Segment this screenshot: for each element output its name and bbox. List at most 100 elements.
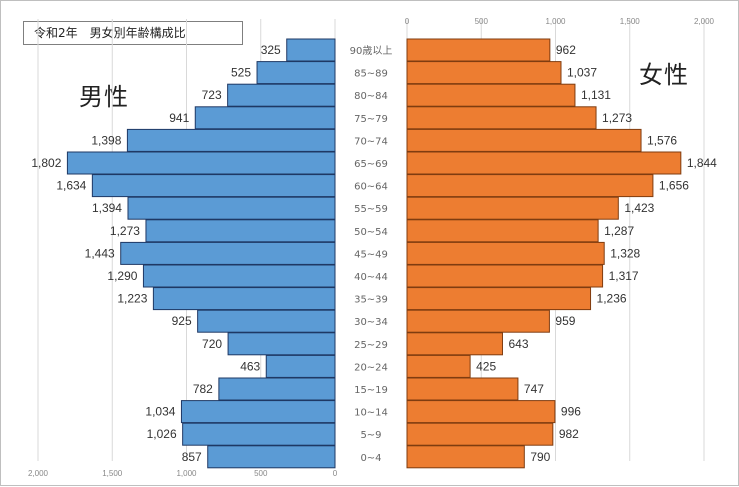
female-value-label: 1,236 — [597, 292, 627, 306]
female-tick-label: 1,000 — [545, 17, 566, 26]
female-bar — [406, 106, 597, 130]
female-label: 女性 — [639, 61, 689, 89]
male-value-label: 941 — [169, 111, 189, 125]
female-bar — [406, 219, 599, 243]
female-bar — [406, 83, 576, 107]
male-tick-label: 500 — [254, 469, 268, 478]
female-bar — [406, 422, 554, 446]
male-bar — [145, 219, 336, 243]
female-bar — [406, 377, 519, 401]
female-bar — [406, 445, 525, 469]
male-bar — [126, 128, 336, 152]
male-value-label: 463 — [240, 359, 260, 373]
chart-title: 令和2年 男女別年齢構成比 — [23, 21, 243, 45]
age-group-label: 15~19 — [354, 385, 388, 396]
female-tick-label: 2,000 — [694, 17, 715, 26]
male-value-label: 1,394 — [92, 201, 122, 215]
male-value-label: 525 — [231, 66, 251, 80]
male-bar — [152, 287, 336, 311]
female-bar — [406, 309, 550, 333]
female-value-label: 959 — [555, 314, 575, 328]
female-value-label: 747 — [524, 382, 544, 396]
male-bar — [227, 332, 336, 356]
female-value-label: 643 — [508, 337, 528, 351]
age-group-label: 30~34 — [354, 317, 388, 328]
female-value-label: 982 — [559, 427, 579, 441]
male-tick-label: 1,000 — [176, 469, 197, 478]
female-bar — [406, 38, 551, 62]
female-value-label: 1,656 — [659, 179, 689, 193]
female-value-label: 1,273 — [602, 111, 632, 125]
female-tick-label: 500 — [475, 17, 489, 26]
age-group-label: 20~24 — [354, 362, 388, 373]
female-value-label: 962 — [556, 43, 576, 57]
male-bar — [91, 174, 336, 198]
male-bar — [227, 83, 336, 107]
male-value-label: 1,223 — [117, 292, 147, 306]
female-bar — [406, 128, 642, 152]
female-bar — [406, 287, 592, 311]
male-bar — [142, 264, 336, 288]
age-group-label: 65~69 — [354, 159, 388, 170]
male-bar — [120, 241, 336, 265]
male-value-label: 925 — [172, 314, 192, 328]
female-value-label: 1,844 — [687, 156, 717, 170]
male-value-label: 1,273 — [110, 224, 140, 238]
male-tick-label: 1,500 — [102, 469, 123, 478]
female-tick-label: 0 — [405, 17, 410, 26]
male-bar — [256, 61, 336, 85]
age-group-label: 25~29 — [354, 340, 388, 351]
female-value-label: 1,317 — [609, 269, 639, 283]
male-value-label: 720 — [202, 337, 222, 351]
female-bar — [406, 354, 471, 378]
age-group-label: 75~79 — [354, 114, 388, 125]
male-tick-label: 2,000 — [28, 469, 49, 478]
age-group-label: 0~4 — [360, 453, 381, 464]
female-value-label: 1,037 — [567, 66, 597, 80]
male-bar — [197, 309, 336, 333]
male-bar — [182, 422, 336, 446]
female-value-label: 1,328 — [610, 246, 640, 260]
male-value-label: 1,290 — [107, 269, 137, 283]
female-bar — [406, 400, 556, 424]
male-value-label: 857 — [182, 450, 202, 464]
male-bar — [286, 38, 336, 62]
age-group-label: 85~89 — [354, 69, 388, 80]
female-bar — [406, 151, 682, 175]
male-bar — [194, 106, 336, 130]
male-value-label: 1,443 — [85, 246, 115, 260]
female-value-label: 1,287 — [604, 224, 634, 238]
female-bar — [406, 196, 619, 220]
female-bar — [406, 61, 562, 85]
male-value-label: 1,802 — [31, 156, 61, 170]
female-value-label: 1,423 — [624, 201, 654, 215]
male-value-label: 782 — [193, 382, 213, 396]
male-bar — [218, 377, 336, 401]
age-group-label: 70~74 — [354, 136, 388, 147]
female-value-label: 1,576 — [647, 133, 677, 147]
age-group-label: 60~64 — [354, 182, 388, 193]
male-value-label: 1,398 — [91, 133, 121, 147]
male-value-label: 1,034 — [145, 405, 175, 419]
female-bar — [406, 174, 654, 198]
age-group-label: 45~49 — [354, 249, 388, 260]
female-value-label: 1,131 — [581, 88, 611, 102]
female-tick-label: 1,500 — [620, 17, 641, 26]
male-bar — [265, 354, 336, 378]
age-group-label: 55~59 — [354, 204, 388, 215]
age-group-label: 50~54 — [354, 227, 388, 238]
age-group-label: 10~14 — [354, 408, 388, 419]
male-label: 男性 — [79, 83, 129, 111]
male-value-label: 723 — [202, 88, 222, 102]
female-bar — [406, 332, 503, 356]
male-bar — [207, 445, 336, 469]
male-tick-label: 0 — [333, 469, 338, 478]
male-bar — [127, 196, 336, 220]
age-group-label: 90歳以上 — [350, 45, 393, 57]
male-value-label: 1,634 — [56, 179, 86, 193]
female-value-label: 996 — [561, 405, 581, 419]
male-value-label: 1,026 — [147, 427, 177, 441]
age-group-label: 40~44 — [354, 272, 388, 283]
